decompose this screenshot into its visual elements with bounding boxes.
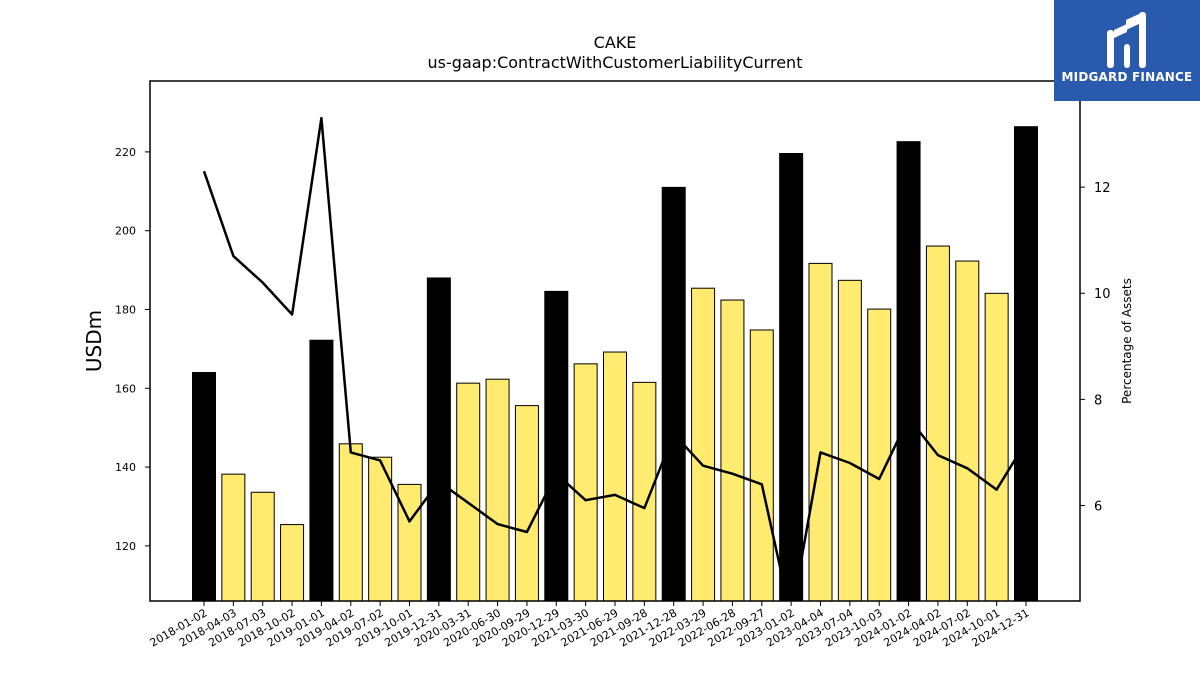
bar xyxy=(808,262,833,602)
bar xyxy=(984,292,1009,602)
bar xyxy=(426,277,451,602)
y-tick-label: 180 xyxy=(115,303,136,316)
logo-mark-icon xyxy=(1107,12,1146,68)
series-line xyxy=(202,116,1028,601)
y-tick-label: 160 xyxy=(115,382,136,395)
bar xyxy=(221,473,246,602)
bar xyxy=(779,152,804,602)
y-tick-label: 120 xyxy=(115,540,136,553)
y-right-tick-label: 10 xyxy=(1094,287,1111,302)
y-tick-label: 220 xyxy=(115,146,136,159)
bar xyxy=(544,290,569,602)
bar xyxy=(867,308,892,602)
right-axis: 6 8 10 12 xyxy=(1080,181,1111,514)
bar xyxy=(837,279,862,602)
left-axis: 120 140 160 180 200 220 xyxy=(115,146,150,553)
bar xyxy=(749,329,774,602)
bar xyxy=(309,339,334,602)
bar xyxy=(573,363,598,602)
bars-layer xyxy=(192,126,1038,602)
bar xyxy=(280,524,305,602)
bar xyxy=(250,491,275,602)
y-tick-label: 140 xyxy=(115,461,136,474)
bar xyxy=(514,405,539,602)
bar xyxy=(338,443,363,602)
logo-text: MIDGARD FINANCE xyxy=(1062,70,1193,84)
bar xyxy=(456,382,481,602)
bar xyxy=(720,299,745,602)
chart-subtitle: us-gaap:ContractWithCustomerLiabilityCur… xyxy=(428,53,803,72)
y-axis-right-label: Percentage of Assets xyxy=(1120,278,1134,404)
bar xyxy=(661,186,686,602)
y-axis-label: USDm xyxy=(82,310,106,372)
x-axis: 2018-01-022018-04-032018-07-032018-10-02… xyxy=(148,601,1032,650)
bar xyxy=(192,372,216,602)
bar xyxy=(896,141,921,602)
y-right-tick-label: 8 xyxy=(1094,393,1102,408)
bar xyxy=(691,287,716,602)
logo: MIDGARD FINANCE xyxy=(1054,0,1200,101)
line-layer xyxy=(202,116,1028,601)
bar xyxy=(485,378,510,602)
bar xyxy=(1014,126,1038,602)
bar xyxy=(603,351,627,602)
y-tick-label: 200 xyxy=(115,225,136,238)
bar xyxy=(955,260,980,602)
y-right-tick-label: 6 xyxy=(1094,499,1102,514)
chart-title: CAKE xyxy=(594,33,637,52)
bar xyxy=(925,245,950,602)
bar xyxy=(632,381,657,602)
y-right-tick-label: 12 xyxy=(1094,181,1111,196)
